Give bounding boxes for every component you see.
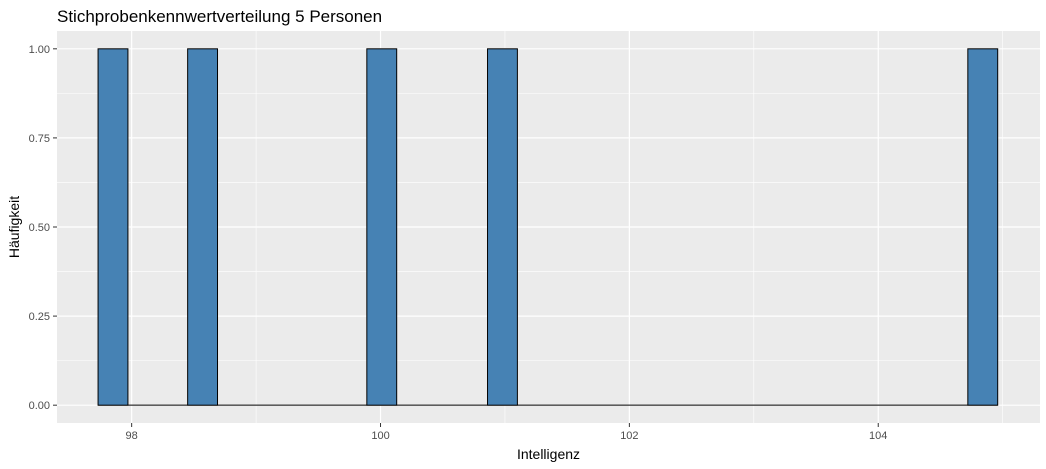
y-axis-label: Häufigkeit bbox=[6, 196, 22, 258]
histogram-bars bbox=[97, 48, 999, 406]
chart-title: Stichprobenkennwertverteilung 5 Personen bbox=[57, 7, 382, 26]
histogram-bar bbox=[97, 48, 129, 406]
histogram-bar bbox=[366, 48, 398, 406]
y-tick-label: 1.00 bbox=[29, 44, 50, 56]
histogram-bar bbox=[487, 48, 518, 406]
histogram-bar bbox=[187, 48, 219, 406]
x-axis-label: Intelligenz bbox=[517, 446, 580, 462]
x-tick-label: 104 bbox=[869, 430, 887, 442]
y-tick-label: 0.00 bbox=[29, 400, 50, 412]
x-tick-label: 98 bbox=[126, 430, 138, 442]
y-tick-label: 0.75 bbox=[29, 133, 50, 145]
x-axis: 98 100 102 104 bbox=[126, 423, 887, 442]
y-tick-label: 0.50 bbox=[29, 222, 50, 234]
histogram-bar bbox=[967, 48, 999, 406]
x-tick-label: 102 bbox=[620, 430, 638, 442]
y-axis: 0.00 0.25 0.50 0.75 1.00 bbox=[29, 44, 57, 412]
x-tick-label: 100 bbox=[371, 430, 389, 442]
y-tick-label: 0.25 bbox=[29, 311, 50, 323]
